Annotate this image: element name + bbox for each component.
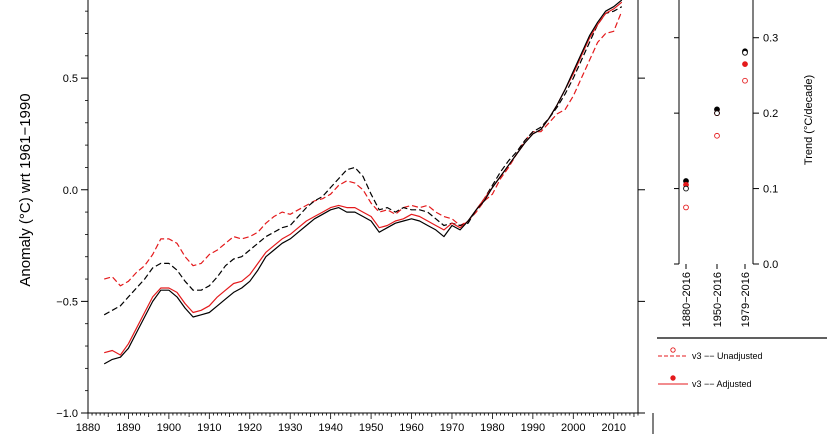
legend: v3 −− Unadjusted v3 −− Adjusted	[652, 337, 827, 434]
main-x-tick-label: 1960	[399, 422, 423, 434]
main-x-tick-label: 1920	[238, 422, 262, 434]
trend-y-axis-ticks: 0.0 0.1 0.2 0.3	[674, 33, 778, 271]
main-x-axis-ticks: 1880 1890 1900 1910 1920 1930 1940 1950 1960 1970…	[76, 413, 639, 434]
main-x-tick-label: 1910	[197, 422, 221, 434]
main-x-tick-label: 2000	[561, 422, 585, 434]
trend-point-v3u	[683, 204, 689, 211]
main-y-tick-label: 0.5	[63, 73, 78, 85]
main-x-tick-label: 1940	[318, 422, 342, 434]
main-x-tick-label: 1980	[480, 422, 504, 434]
trend-point-v3u	[714, 132, 720, 139]
trend-point-v4u	[683, 185, 689, 192]
trend-point-v3a	[742, 61, 748, 68]
trend-x-tick-label: 1880−2016	[681, 272, 693, 327]
main-y-tick-label: −1.0	[56, 408, 78, 420]
legend-entries: v3 −− Unadjusted v3 −− Adjusted	[658, 347, 763, 389]
series-line-v4u	[103, 6, 623, 316]
trend-y-tick-label: 0.3	[763, 33, 778, 45]
main-x-tick-label: 1950	[359, 422, 383, 434]
series-line-v3a	[104, 1, 623, 356]
trend-y-tick-label: 0.0	[763, 259, 778, 271]
series-line-v4a	[103, 0, 623, 365]
trend-y-tick-label: 0.2	[763, 108, 778, 120]
main-chart: 1880 1890 1900 1910 1920 1930 1940 1950 1960 1970…	[17, 0, 645, 434]
main-x-tick-label: 1880	[76, 422, 100, 434]
legend-marker-v3a	[670, 375, 676, 381]
trend-x-tick-label: 1979−2016	[740, 272, 752, 327]
legend-marker-v3u	[670, 347, 676, 353]
main-x-tick-label: 2010	[601, 422, 625, 434]
trend-y-tick-label: 0.1	[763, 184, 778, 196]
trend-point-v4u	[742, 49, 748, 56]
trend-point-v4u	[714, 110, 720, 116]
series-line-v3u	[104, 10, 623, 287]
main-x-tick-label: 1900	[157, 422, 181, 434]
trend-y-axis-label: Trend (°C/decade)	[803, 75, 815, 165]
main-series-lines	[103, 0, 623, 365]
trend-points	[683, 48, 748, 211]
legend-label-v3u: v3 −− Unadjusted	[692, 351, 763, 361]
main-x-tick-label: 1890	[116, 422, 140, 434]
main-y-tick-label: 0.0	[63, 185, 78, 197]
main-y-axis-ticks: −1.0 −0.5 0.0 0.5	[56, 10, 645, 420]
main-y-axis-label: Anomaly (°C) wrt 1961−1990	[17, 93, 34, 286]
legend-label-v3a: v3 −− Adjusted	[692, 379, 752, 389]
main-x-tick-label: 1990	[521, 422, 545, 434]
main-x-tick-label: 1930	[278, 422, 302, 434]
trend-x-axis-ticks: 1880−2016 1950−2016 1979−2016	[681, 264, 752, 327]
main-x-tick-label: 1970	[440, 422, 464, 434]
trend-panel: 0.0 0.1 0.2 0.3 1880−2016 1950−2016 1979−2016…	[674, 0, 815, 327]
main-y-tick-label: −0.5	[56, 296, 78, 308]
trend-point-v3u	[742, 77, 748, 84]
trend-x-tick-label: 1950−2016	[712, 272, 724, 327]
